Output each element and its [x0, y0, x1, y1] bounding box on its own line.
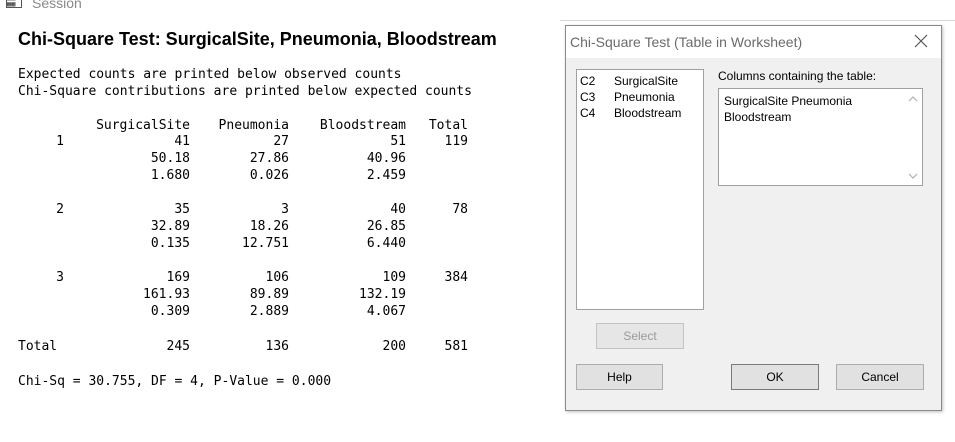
row2-total: 78 — [452, 202, 468, 217]
session-titlebar: ▦▦▦▦ Session — [0, 0, 955, 21]
note-contributions: Chi-Square contributions are printed bel… — [18, 84, 472, 99]
row3-total: 384 — [444, 270, 468, 285]
row2-contrib-surgicalsite: 0.135 — [150, 236, 190, 251]
row2-contrib-bloodstream: 6.440 — [366, 236, 406, 251]
row1-total: 119 — [444, 134, 468, 149]
chisq-result: Chi-Sq = 30.755, DF = 4, P-Value = 0.000 — [18, 374, 332, 389]
col-header-pneumonia: Pneumonia — [218, 118, 289, 133]
session-window-icon: ▦▦▦▦ — [6, 0, 22, 8]
row1-contrib-bloodstream: 2.459 — [366, 168, 406, 183]
variable-id: C4 — [580, 106, 596, 120]
row3-contrib-surgicalsite: 0.309 — [150, 304, 190, 319]
col-header-total: Total — [428, 118, 468, 133]
row3-expected-surgicalsite: 161.93 — [143, 287, 190, 302]
session-output: Chi-Square Test: SurgicalSite, Pneumonia… — [0, 20, 560, 442]
row1-expected-pneumonia: 27.86 — [249, 151, 289, 166]
dialog-title: Chi-Square Test (Table in Worksheet) — [570, 34, 803, 50]
variable-item-c4[interactable]: C4 Bloodstream — [580, 106, 681, 120]
variable-name: SurgicalSite — [614, 74, 679, 88]
select-button[interactable]: Select — [596, 323, 684, 349]
dialog-titlebar: Chi-Square Test (Table in Worksheet) — [566, 26, 941, 58]
columns-value: SurgicalSite Pneumonia Bloodstream — [724, 94, 853, 124]
row2-contrib-pneumonia: 12.751 — [242, 236, 289, 251]
row1-observed-surgicalsite: 41 — [174, 134, 190, 149]
row3-observed-bloodstream: 109 — [382, 270, 406, 285]
row1-observed-bloodstream: 51 — [390, 134, 406, 149]
col-header-bloodstream: Bloodstream — [319, 118, 406, 133]
variable-item-c3[interactable]: C3 Pneumonia — [580, 90, 675, 104]
row2-expected-surgicalsite: 32.89 — [150, 219, 190, 234]
variable-item-c2[interactable]: C2 SurgicalSite — [580, 74, 678, 88]
help-button[interactable]: Help — [576, 364, 663, 390]
col-header-surgicalsite: SurgicalSite — [96, 118, 190, 133]
row-label-3: 3 — [56, 270, 64, 285]
row1-contrib-surgicalsite: 1.680 — [150, 168, 190, 183]
row2-observed-surgicalsite: 35 — [174, 202, 190, 217]
row1-observed-pneumonia: 27 — [273, 134, 289, 149]
close-icon[interactable] — [911, 31, 931, 51]
row3-contrib-pneumonia: 2.889 — [249, 304, 289, 319]
row2-expected-pneumonia: 18.26 — [249, 219, 289, 234]
variable-id: C3 — [580, 90, 596, 104]
row3-expected-pneumonia: 89.89 — [249, 287, 289, 302]
row1-expected-bloodstream: 40.96 — [366, 151, 406, 166]
scroll-up-icon[interactable] — [908, 95, 918, 103]
ok-button[interactable]: OK — [731, 364, 819, 390]
variable-id: C2 — [580, 74, 596, 88]
scroll-down-icon[interactable] — [908, 172, 918, 180]
row3-observed-pneumonia: 106 — [265, 270, 289, 285]
total-bloodstream: 200 — [382, 339, 406, 354]
total-pneumonia: 136 — [265, 339, 289, 354]
row1-contrib-pneumonia: 0.026 — [249, 168, 289, 183]
note-expected: Expected counts are printed below observ… — [18, 67, 402, 82]
total-grand: 581 — [444, 339, 468, 354]
variable-name: Pneumonia — [614, 90, 675, 104]
chi-square-dialog: Chi-Square Test (Table in Worksheet) C2 S… — [565, 25, 942, 411]
variable-list[interactable]: C2 SurgicalSite C3 Pneumonia C4 Bloodstream — [576, 69, 704, 310]
output-heading: Chi-Square Test: SurgicalSite, Pneumonia… — [18, 29, 497, 49]
variable-name: Bloodstream — [614, 106, 682, 120]
row-label-1: 1 — [56, 134, 64, 149]
row-label-2: 2 — [56, 202, 64, 217]
columns-label: Columns containing the table: — [718, 69, 877, 83]
cancel-button[interactable]: Cancel — [836, 364, 924, 390]
total-surgicalsite: 245 — [166, 339, 190, 354]
row2-observed-pneumonia: 3 — [281, 202, 289, 217]
row2-observed-bloodstream: 40 — [390, 202, 406, 217]
row3-expected-bloodstream: 132.19 — [359, 287, 406, 302]
row3-observed-surgicalsite: 169 — [166, 270, 190, 285]
row2-expected-bloodstream: 26.85 — [366, 219, 406, 234]
session-title: Session — [32, 0, 82, 11]
row1-expected-surgicalsite: 50.18 — [150, 151, 190, 166]
total-row-label: Total — [18, 339, 58, 354]
row3-contrib-bloodstream: 4.067 — [366, 304, 406, 319]
columns-input[interactable]: SurgicalSite Pneumonia Bloodstream — [718, 88, 923, 186]
